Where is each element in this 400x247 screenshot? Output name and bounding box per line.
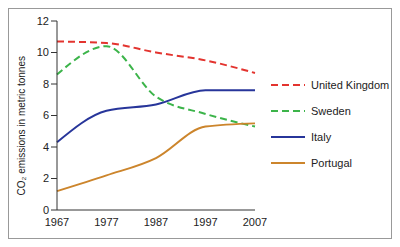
- html-text:Portugal: Portugal: [311, 156, 352, 169]
- svg-text:CO₂ emissions in metric tonnes: CO₂ emissions in metric tonnes: [16, 56, 27, 195]
- svg-text:1987: 1987: [144, 216, 168, 228]
- html-text:United Kingdom: United Kingdom: [311, 78, 390, 91]
- svg-text:8: 8: [43, 78, 49, 90]
- svg-text:10: 10: [37, 46, 49, 58]
- svg-text:1997: 1997: [193, 216, 217, 228]
- html-text:Sweden: Sweden: [311, 104, 351, 117]
- svg-text:1967: 1967: [45, 216, 69, 228]
- svg-text:12: 12: [37, 15, 49, 27]
- html-text:Italy: Italy: [311, 130, 332, 143]
- svg-text:2007: 2007: [243, 216, 267, 228]
- svg-text:2: 2: [43, 172, 49, 184]
- svg-text:4: 4: [43, 141, 49, 153]
- svg-text:6: 6: [43, 109, 49, 121]
- svg-text:1977: 1977: [94, 216, 118, 228]
- svg-text:0: 0: [43, 204, 49, 216]
